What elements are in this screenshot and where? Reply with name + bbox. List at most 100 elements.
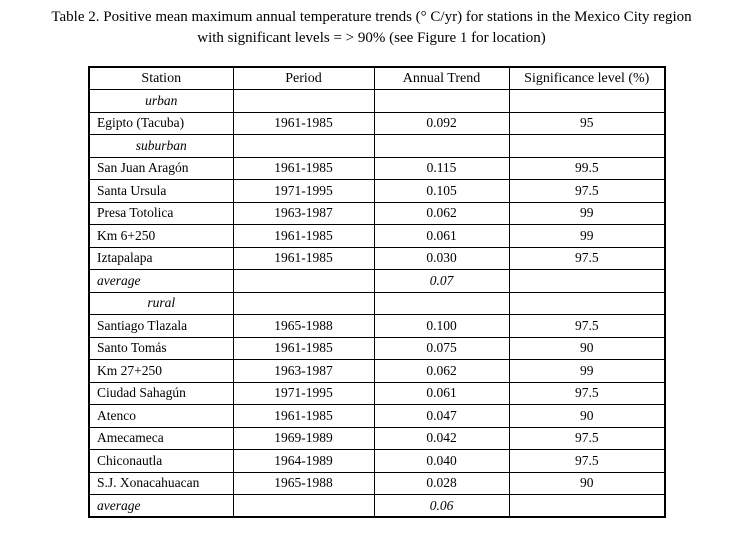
temperature-trends-table: Station Period Annual Trend Significance… [88,66,666,518]
table-row: Km 27+250 1963-1987 0.062 99 [88,359,666,383]
table-row: average 0.06 [88,494,666,518]
significance-cell: 97.5 [508,449,666,473]
period-cell: 1965-1988 [232,314,375,338]
significance-cell: 90 [508,404,666,428]
annual-trend-cell: 0.105 [373,179,510,203]
period-cell [232,269,375,293]
table-row: rural [88,291,666,315]
period-cell: 1961-1985 [232,156,375,180]
station-cell: urban [88,89,234,113]
table-row: Chiconautla 1964-1989 0.040 97.5 [88,449,666,473]
table-row: Santiago Tlazala 1965-1988 0.100 97.5 [88,314,666,338]
significance-cell [508,494,666,518]
period-cell: 1961-1985 [232,246,375,270]
period-cell [232,291,375,315]
significance-cell: 99 [508,201,666,225]
annual-trend-cell: 0.115 [373,156,510,180]
station-cell: Ciudad Sahagún [88,381,234,405]
period-cell [232,89,375,113]
period-cell: 1964-1989 [232,449,375,473]
period-cell: 1963-1987 [232,201,375,225]
significance-cell: 97.5 [508,381,666,405]
station-cell: Santiago Tlazala [88,314,234,338]
period-cell: 1961-1985 [232,336,375,360]
significance-cell: 95 [508,111,666,135]
table-header-row: Station Period Annual Trend Significance… [88,66,666,90]
station-cell: rural [88,291,234,315]
period-cell: 1961-1985 [232,404,375,428]
annual-trend-cell: 0.030 [373,246,510,270]
table-row: suburban [88,134,666,158]
annual-trend-cell: 0.042 [373,426,510,450]
significance-cell [508,89,666,113]
period-cell [232,134,375,158]
table-body: urban Egipto (Tacuba) 1961-1985 0.092 95 subu… [88,89,666,518]
annual-trend-cell: 0.061 [373,224,510,248]
annual-trend-cell: 0.062 [373,201,510,225]
table-row: Amecameca 1969-1989 0.042 97.5 [88,426,666,450]
table-row: Presa Totolica 1963-1987 0.062 99 [88,201,666,225]
station-cell: Iztapalapa [88,246,234,270]
period-cell: 1963-1987 [232,359,375,383]
station-cell: Santa Ursula [88,179,234,203]
period-cell: 1961-1985 [232,111,375,135]
significance-cell: 99.5 [508,156,666,180]
table-header: Station Period Annual Trend Significance… [88,66,666,90]
annual-trend-cell [373,134,510,158]
significance-cell: 97.5 [508,179,666,203]
period-cell: 1961-1985 [232,224,375,248]
annual-trend-cell: 0.061 [373,381,510,405]
table-row: Egipto (Tacuba) 1961-1985 0.092 95 [88,111,666,135]
station-cell: Atenco [88,404,234,428]
annual-trend-cell [373,291,510,315]
station-cell: Km 6+250 [88,224,234,248]
annual-trend-cell: 0.07 [373,269,510,293]
significance-cell: 97.5 [508,426,666,450]
period-cell [232,494,375,518]
significance-cell: 90 [508,336,666,360]
significance-cell: 90 [508,471,666,495]
annual-trend-cell: 0.075 [373,336,510,360]
station-cell: San Juan Aragón [88,156,234,180]
station-cell: Egipto (Tacuba) [88,111,234,135]
table-row: average 0.07 [88,269,666,293]
annual-trend-cell: 0.040 [373,449,510,473]
station-cell: average [88,494,234,518]
table-row: S.J. Xonacahuacan 1965-1988 0.028 90 [88,471,666,495]
station-cell: Km 27+250 [88,359,234,383]
table-row: Santo Tomás 1961-1985 0.075 90 [88,336,666,360]
period-cell: 1965-1988 [232,471,375,495]
annual-trend-cell: 0.100 [373,314,510,338]
period-cell: 1971-1995 [232,179,375,203]
station-cell: Santo Tomás [88,336,234,360]
period-cell: 1971-1995 [232,381,375,405]
annual-trend-cell: 0.06 [373,494,510,518]
station-cell: suburban [88,134,234,158]
significance-cell: 99 [508,224,666,248]
station-cell: Presa Totolica [88,201,234,225]
annual-trend-cell: 0.092 [373,111,510,135]
table-row: urban [88,89,666,113]
table-row: Ciudad Sahagún 1971-1995 0.061 97.5 [88,381,666,405]
table-row: Km 6+250 1961-1985 0.061 99 [88,224,666,248]
significance-cell: 97.5 [508,314,666,338]
table-row: Santa Ursula 1971-1995 0.105 97.5 [88,179,666,203]
significance-cell [508,291,666,315]
annual-trend-cell: 0.062 [373,359,510,383]
station-cell: average [88,269,234,293]
station-cell: Chiconautla [88,449,234,473]
station-cell: Amecameca [88,426,234,450]
annual-trend-cell [373,89,510,113]
column-header-period: Period [232,66,375,90]
column-header-significance-level: Significance level (%) [508,66,666,90]
significance-cell [508,134,666,158]
station-cell: S.J. Xonacahuacan [88,471,234,495]
table-row: San Juan Aragón 1961-1985 0.115 99.5 [88,156,666,180]
column-header-station: Station [88,66,234,90]
significance-cell [508,269,666,293]
table-row: Iztapalapa 1961-1985 0.030 97.5 [88,246,666,270]
table-row: Atenco 1961-1985 0.047 90 [88,404,666,428]
annual-trend-cell: 0.047 [373,404,510,428]
column-header-annual-trend: Annual Trend [373,66,510,90]
